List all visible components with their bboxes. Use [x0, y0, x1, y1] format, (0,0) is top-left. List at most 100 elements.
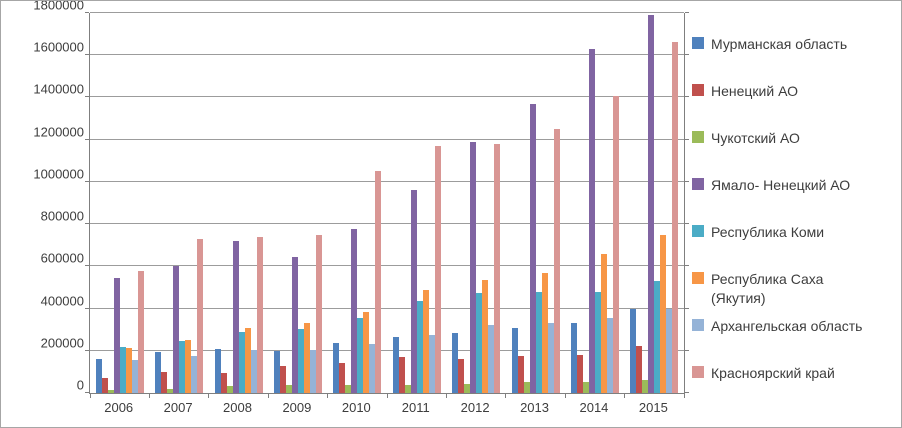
legend-item[interactable]: Ненецкий АО — [692, 82, 897, 101]
bar[interactable] — [285, 384, 292, 393]
bar[interactable] — [547, 323, 554, 393]
bar[interactable] — [107, 389, 114, 393]
bar[interactable] — [363, 311, 370, 393]
bar[interactable] — [428, 334, 435, 393]
bar[interactable] — [273, 350, 280, 393]
legend-item[interactable]: Республика Коми — [692, 223, 897, 242]
x-axis-tick-label: 2008 — [223, 400, 252, 415]
bar[interactable] — [191, 356, 198, 393]
bar[interactable] — [339, 363, 346, 393]
bar[interactable] — [529, 103, 536, 393]
x-axis-tick — [386, 394, 388, 398]
bar[interactable] — [541, 272, 548, 393]
bar[interactable] — [570, 323, 577, 393]
bar[interactable] — [612, 96, 619, 393]
bar[interactable] — [101, 378, 108, 393]
bar[interactable] — [137, 270, 144, 393]
bar[interactable] — [482, 280, 489, 393]
bar[interactable] — [636, 345, 643, 393]
bar[interactable] — [185, 340, 192, 393]
y-axis-tick — [85, 265, 89, 267]
bar[interactable] — [232, 241, 239, 393]
bar[interactable] — [369, 344, 376, 393]
legend-item[interactable]: Красноярский край — [692, 364, 897, 383]
bar[interactable] — [488, 325, 495, 393]
bar[interactable] — [535, 291, 542, 393]
bar[interactable] — [119, 346, 126, 393]
bar[interactable] — [155, 351, 162, 393]
bar[interactable] — [214, 348, 221, 393]
bar[interactable] — [660, 234, 667, 393]
bar[interactable] — [291, 256, 298, 393]
bar[interactable] — [392, 337, 399, 393]
y-axis-tick — [85, 12, 89, 13]
bar[interactable] — [416, 301, 423, 393]
bar[interactable] — [113, 277, 120, 393]
bar[interactable] — [476, 292, 483, 393]
y-axis-tick-label: 800000 — [40, 208, 84, 224]
bar[interactable] — [517, 356, 524, 393]
bar[interactable] — [303, 323, 310, 393]
bar[interactable] — [464, 383, 471, 393]
bar[interactable] — [279, 365, 286, 393]
bar[interactable] — [553, 129, 560, 393]
bar[interactable] — [594, 291, 601, 393]
x-axis-tick — [505, 394, 507, 398]
bar[interactable] — [238, 331, 245, 393]
bar[interactable] — [642, 380, 649, 393]
bar[interactable] — [654, 281, 661, 393]
bar[interactable] — [345, 384, 352, 393]
y-axis-tick-label: 1600000 — [33, 39, 84, 55]
bar[interactable] — [131, 360, 138, 393]
bar[interactable] — [167, 388, 174, 393]
bar[interactable] — [576, 355, 583, 393]
legend-item[interactable]: Республика Саха (Якутия) — [692, 270, 897, 308]
bar[interactable] — [315, 234, 322, 393]
legend-item[interactable]: Ямало- Ненецкий АО — [692, 176, 897, 195]
x-axis-tick-label: 2007 — [163, 400, 193, 415]
bar[interactable] — [511, 327, 518, 393]
bar[interactable] — [434, 146, 441, 393]
legend-item[interactable]: Чукотский АО — [692, 129, 897, 148]
bar[interactable] — [666, 308, 673, 393]
bar[interactable] — [357, 318, 364, 393]
bar[interactable] — [600, 253, 607, 393]
x-axis-tick — [89, 394, 91, 398]
legend-item[interactable]: Мурманская область — [692, 35, 897, 54]
bar[interactable] — [452, 332, 459, 393]
bar[interactable] — [398, 357, 405, 393]
bar[interactable] — [672, 41, 679, 393]
bar[interactable] — [173, 266, 180, 393]
bar[interactable] — [458, 359, 465, 393]
bar[interactable] — [588, 48, 595, 393]
bar[interactable] — [125, 347, 132, 393]
legend-label: Республика Саха (Якутия) — [711, 271, 824, 306]
bar[interactable] — [470, 141, 477, 393]
bar[interactable] — [606, 318, 613, 393]
bar[interactable] — [297, 328, 304, 393]
bar[interactable] — [410, 190, 417, 393]
bar[interactable] — [179, 341, 186, 393]
bar[interactable] — [422, 289, 429, 393]
y-axis-tick-label: 1000000 — [33, 166, 84, 182]
bar[interactable] — [220, 372, 227, 393]
y-axis-tick-label: 0 — [76, 377, 84, 393]
bar[interactable] — [226, 385, 233, 393]
bar[interactable] — [161, 371, 168, 393]
bar[interactable] — [375, 171, 382, 393]
bar[interactable] — [250, 349, 257, 393]
bar[interactable] — [333, 343, 340, 393]
bar[interactable] — [351, 229, 358, 393]
bar[interactable] — [648, 15, 655, 393]
bar[interactable] — [630, 308, 637, 393]
bar[interactable] — [494, 143, 501, 393]
bar[interactable] — [309, 349, 316, 393]
bar[interactable] — [404, 384, 411, 393]
legend-item[interactable]: Архангельская область — [692, 317, 897, 336]
bar[interactable] — [523, 382, 530, 393]
bar[interactable] — [256, 236, 263, 393]
bar[interactable] — [95, 359, 102, 393]
bar[interactable] — [244, 327, 251, 393]
bar[interactable] — [582, 382, 589, 393]
bar[interactable] — [197, 238, 204, 393]
